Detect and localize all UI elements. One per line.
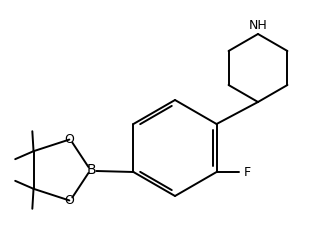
Text: B: B [87, 163, 96, 177]
Text: O: O [64, 133, 74, 146]
Text: NH: NH [249, 19, 267, 32]
Text: F: F [244, 165, 251, 178]
Text: O: O [64, 194, 74, 207]
